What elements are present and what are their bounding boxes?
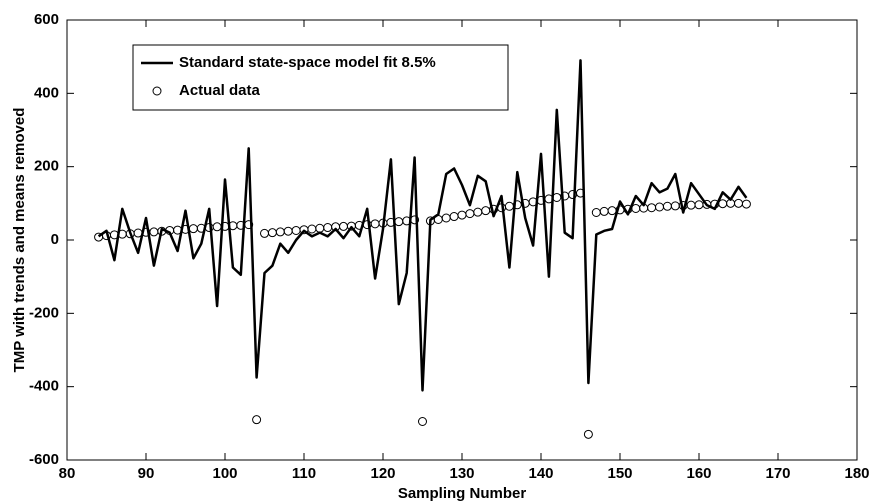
data-point bbox=[457, 210, 467, 220]
data-point bbox=[662, 201, 672, 211]
data-line bbox=[97, 59, 748, 392]
data-point bbox=[260, 228, 269, 238]
data-point bbox=[370, 219, 380, 229]
data-point bbox=[607, 206, 617, 216]
y-tick-label: 200 bbox=[34, 158, 59, 175]
y-axis-label: TMP with trends and means removed bbox=[11, 108, 28, 373]
data-point bbox=[94, 232, 104, 242]
data-point bbox=[315, 223, 325, 233]
data-point bbox=[655, 202, 664, 212]
data-point bbox=[504, 201, 514, 211]
data-point bbox=[576, 188, 585, 198]
y-tick-label: -600 bbox=[29, 451, 59, 468]
data-point bbox=[441, 213, 451, 223]
data-point bbox=[418, 417, 427, 426]
data-point bbox=[283, 226, 293, 236]
data-point bbox=[599, 206, 609, 216]
legend-label: Actual data bbox=[179, 82, 261, 99]
data-point bbox=[244, 220, 254, 230]
data-point bbox=[188, 224, 198, 234]
x-tick-label: 150 bbox=[607, 465, 632, 482]
x-tick-label: 130 bbox=[449, 465, 474, 482]
data-point bbox=[133, 228, 143, 238]
data-point bbox=[323, 223, 333, 233]
x-tick-label: 160 bbox=[686, 465, 711, 482]
data-point bbox=[670, 201, 680, 211]
data-point bbox=[275, 227, 285, 237]
y-tick-label: 0 bbox=[51, 231, 59, 248]
x-axis-label: Sampling Number bbox=[398, 485, 527, 502]
legend-box bbox=[132, 44, 509, 111]
data-point bbox=[686, 200, 696, 210]
data-point bbox=[212, 222, 222, 232]
data-point bbox=[449, 212, 459, 222]
data-point bbox=[307, 224, 317, 234]
data-point bbox=[173, 225, 183, 235]
data-point bbox=[149, 227, 159, 237]
x-tick-label: 140 bbox=[528, 465, 553, 482]
data-point bbox=[252, 415, 262, 425]
x-tick-label: 170 bbox=[765, 465, 790, 482]
data-point bbox=[647, 203, 657, 213]
data-point bbox=[433, 214, 443, 224]
data-point bbox=[631, 203, 641, 213]
x-tick-label: 110 bbox=[292, 465, 316, 482]
data-point bbox=[465, 209, 475, 219]
data-point bbox=[473, 207, 483, 217]
data-point bbox=[267, 228, 277, 238]
data-point bbox=[741, 199, 751, 209]
data-point bbox=[339, 221, 348, 231]
x-tick-label: 180 bbox=[844, 465, 869, 482]
data-point bbox=[394, 217, 404, 227]
data-point bbox=[734, 198, 743, 208]
data-point bbox=[718, 199, 728, 209]
x-tick-label: 120 bbox=[370, 465, 395, 482]
x-tick-label: 100 bbox=[212, 465, 237, 482]
legend-swatch bbox=[152, 86, 162, 96]
y-tick-label: -200 bbox=[29, 304, 59, 321]
y-tick-label: -400 bbox=[29, 378, 59, 395]
data-point bbox=[583, 429, 593, 439]
data-point bbox=[481, 206, 491, 216]
x-tick-label: 80 bbox=[59, 465, 76, 482]
x-tick-label: 90 bbox=[138, 465, 155, 482]
data-point bbox=[204, 223, 214, 233]
y-tick-label: 400 bbox=[34, 84, 59, 101]
data-point bbox=[410, 215, 420, 225]
y-tick-label: 600 bbox=[34, 11, 59, 28]
data-point bbox=[291, 225, 301, 235]
data-point bbox=[694, 200, 704, 210]
data-point bbox=[552, 192, 562, 202]
data-point bbox=[591, 208, 601, 217]
legend-label: Standard state-space model fit 8.5% bbox=[179, 54, 436, 71]
